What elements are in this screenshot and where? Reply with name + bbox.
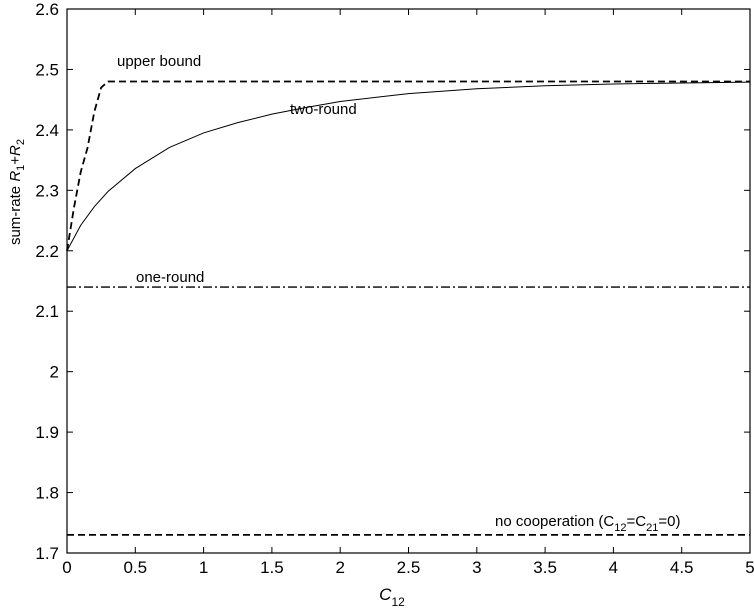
y-tick-label-2.2: 2.2	[35, 242, 59, 261]
annotation-no-coop-prefix: no cooperation (C	[495, 513, 614, 530]
x-tick-label-3: 3	[472, 558, 481, 577]
y-tick-label-1.7: 1.7	[35, 544, 59, 563]
x-tick-label-4: 4	[609, 558, 618, 577]
y-tick-label-2.3: 2.3	[35, 181, 59, 200]
x-axis-title-base: C	[379, 585, 392, 604]
y-axis-title-r1-sub: 1	[15, 165, 27, 171]
annotation-no-coop-sub2: 21	[646, 522, 658, 534]
y-tick-label-2.1: 2.1	[35, 302, 59, 321]
tick-layer: 0 0.5 1 1.5 2 2.5 3 3.5 4 4.5 5 1.7 1.8 1.9 2 2.1 2.2 2.3…	[35, 0, 754, 577]
y-tick-label-2.4: 2.4	[35, 121, 59, 140]
y-tick-label-2.6: 2.6	[35, 0, 59, 19]
x-tick-label-0: 0	[62, 558, 71, 577]
x-tick-label-2: 2	[335, 558, 344, 577]
y-tick-label-1.8: 1.8	[35, 484, 59, 503]
y-tick-label-2: 2	[50, 363, 59, 382]
x-axis-title-sub: 12	[391, 595, 405, 609]
annotation-no-coop-mid: =C	[627, 513, 647, 530]
annotation-one-round: one-round	[136, 269, 204, 286]
annotation-no-coop-sub1: 12	[614, 522, 626, 534]
y-axis-title-plus: +	[7, 156, 24, 165]
annotation-no-cooperation: no cooperation (C12=C21=0)	[495, 513, 680, 534]
y-tick-label-2.5: 2.5	[35, 60, 59, 79]
x-tick-label-3.5: 3.5	[533, 558, 557, 577]
series-layer	[66, 80, 751, 536]
annotation-two-round: two-round	[290, 101, 357, 118]
series-line-two	[66, 81, 751, 252]
x-tick-label-1.5: 1.5	[260, 558, 284, 577]
y-axis-title: sum-rate R1+R2	[7, 139, 27, 245]
y-axis-title-r2-sub: 2	[15, 139, 27, 145]
annotation-upper-bound: upper bound	[117, 53, 201, 70]
y-axis-title-prefix: sum-rate	[7, 182, 24, 245]
x-tick-label-2.5: 2.5	[397, 558, 421, 577]
x-tick-label-0.5: 0.5	[123, 558, 147, 577]
x-tick-label-1: 1	[199, 558, 208, 577]
annotation-no-coop-suffix: =0)	[658, 513, 680, 530]
x-tick-label-4.5: 4.5	[670, 558, 694, 577]
y-tick-label-1.9: 1.9	[35, 423, 59, 442]
y-axis-title-r2: R	[7, 145, 24, 156]
series-line-upper	[66, 80, 750, 251]
x-axis-title: C12	[379, 585, 405, 609]
x-tick-label-5: 5	[745, 558, 754, 577]
y-axis-title-r1: R	[7, 171, 24, 182]
